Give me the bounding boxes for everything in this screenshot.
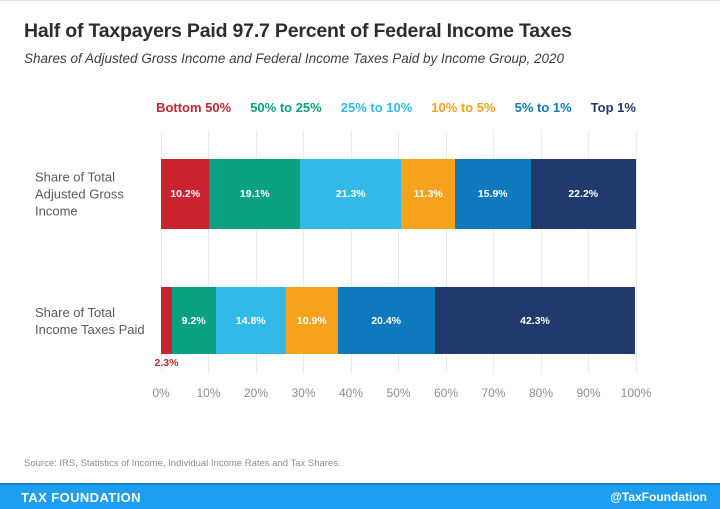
x-tick-label: 20% xyxy=(243,386,269,400)
legend-item-4: 5% to 1% xyxy=(514,100,572,115)
x-tick-label: 80% xyxy=(528,386,554,400)
bar-segment: 15.9% xyxy=(455,159,531,229)
gridline xyxy=(398,131,399,373)
bar-segment: 19.1% xyxy=(209,159,301,229)
bar-segment: 10.9% xyxy=(285,287,338,354)
x-tick-label: 50% xyxy=(386,386,411,400)
bar-income-taxes-paid: 9.2% 14.8% 10.9% 20.4% 42.3% xyxy=(161,287,636,354)
x-tick-label: 70% xyxy=(481,386,506,400)
bar-adjusted-gross-income: 10.2% 19.1% 21.3% 11.3% 15.9% 22.2% xyxy=(161,159,636,229)
bar-segment: 20.4% xyxy=(337,287,435,354)
x-tick-label: 60% xyxy=(433,386,459,400)
x-tick-label: 30% xyxy=(291,386,316,400)
page-title: Half of Taxpayers Paid 97.7 Percent of F… xyxy=(24,20,572,42)
legend-item-5: Top 1% xyxy=(590,100,636,115)
category-label-agi: Share of Total Adjusted Gross Income xyxy=(35,169,124,219)
outside-value-label: 2.3% xyxy=(154,357,179,369)
x-tick-label: 90% xyxy=(576,386,601,400)
gridline xyxy=(208,131,209,373)
x-tick-label: 10% xyxy=(196,386,221,400)
legend: Bottom 50% 50% to 25% 25% to 10% 10% to 5% 5… xyxy=(156,100,636,115)
bar-segment: 9.2% xyxy=(171,287,216,354)
bar-segment: 11.3% xyxy=(401,159,455,229)
x-axis: 0% 10% 20% 30% 40% 50% 60% 70% 80% 90% 100% xyxy=(152,386,651,402)
gridline xyxy=(635,131,637,373)
gridline xyxy=(493,131,494,373)
legend-item-2: 25% to 10% xyxy=(340,100,413,115)
gridline xyxy=(540,131,542,373)
bar-segment xyxy=(161,287,172,354)
brand-wordmark: TAX FOUNDATION xyxy=(21,489,141,505)
bar-segment: 21.3% xyxy=(300,159,402,229)
gridline xyxy=(350,131,352,373)
bar-segment: 10.2% xyxy=(161,159,210,229)
gridline xyxy=(303,131,304,373)
bar-segment: 14.8% xyxy=(215,287,286,354)
bar-segment: 22.2% xyxy=(530,159,636,229)
plot-area: 10.2% 19.1% 21.3% 11.3% 15.9% 22.2% 9.2% 14.8%… xyxy=(154,131,637,373)
bar-segment: 42.3% xyxy=(434,287,636,354)
page-subtitle: Shares of Adjusted Gross Income and Fede… xyxy=(24,51,565,66)
x-tick-label: 40% xyxy=(338,386,364,400)
gridline xyxy=(445,131,447,373)
gridline xyxy=(160,131,162,373)
source-note: Source: IRS, Statistics of Income, Indiv… xyxy=(24,458,341,469)
footer-bar: TAX FOUNDATION @TaxFoundation xyxy=(0,483,720,509)
x-tick-label: 0% xyxy=(152,386,170,400)
legend-item-0: Bottom 50% xyxy=(156,100,232,115)
legend-item-1: 50% to 25% xyxy=(250,100,322,115)
gridline xyxy=(255,131,257,373)
x-tick-label: 100% xyxy=(620,386,652,400)
twitter-handle: @TaxFoundation xyxy=(610,490,707,504)
gridline xyxy=(588,131,589,373)
category-label-taxes: Share of Total Income Taxes Paid xyxy=(35,305,145,337)
legend-item-3: 10% to 5% xyxy=(431,100,496,115)
